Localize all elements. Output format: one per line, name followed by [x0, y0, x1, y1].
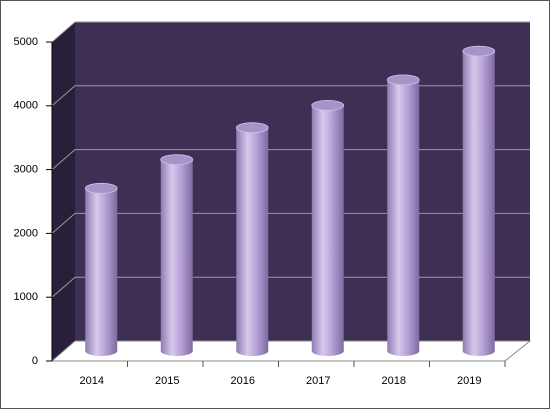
y-tick-label: 1000: [14, 291, 38, 303]
bar: [311, 105, 344, 357]
bar: [387, 79, 420, 357]
grid-line-side: [51, 21, 76, 43]
floor: [50, 340, 532, 362]
x-tick-label: 2016: [231, 375, 255, 387]
bar: [85, 188, 118, 357]
bar-top: [235, 122, 269, 134]
grid-line-side: [51, 213, 76, 234]
y-tick-label: 5000: [14, 36, 38, 48]
bar: [236, 127, 269, 357]
x-tick-label: 2014: [80, 375, 104, 387]
grid-line-side: [51, 149, 76, 170]
y-tick-label: 3000: [14, 164, 38, 176]
bar: [462, 51, 495, 357]
y-tick-label: 4000: [14, 100, 38, 112]
y-tick-label: 2000: [14, 227, 38, 239]
x-tick-label: 2017: [306, 375, 330, 387]
side-wall: [52, 22, 75, 361]
bar-top: [84, 182, 118, 194]
bar: [160, 159, 193, 357]
bar-top: [386, 74, 420, 86]
grid-line-side: [51, 276, 76, 298]
bar-top: [311, 99, 345, 111]
x-tick-label: 2015: [155, 375, 179, 387]
grid-line-side: [51, 85, 76, 107]
x-tick-label: 2019: [457, 375, 481, 387]
bar-top: [462, 45, 496, 57]
bar-top: [160, 154, 194, 166]
x-tick-label: 2018: [382, 375, 406, 387]
back-wall: [75, 22, 530, 341]
y-tick-label: 0: [32, 355, 38, 367]
